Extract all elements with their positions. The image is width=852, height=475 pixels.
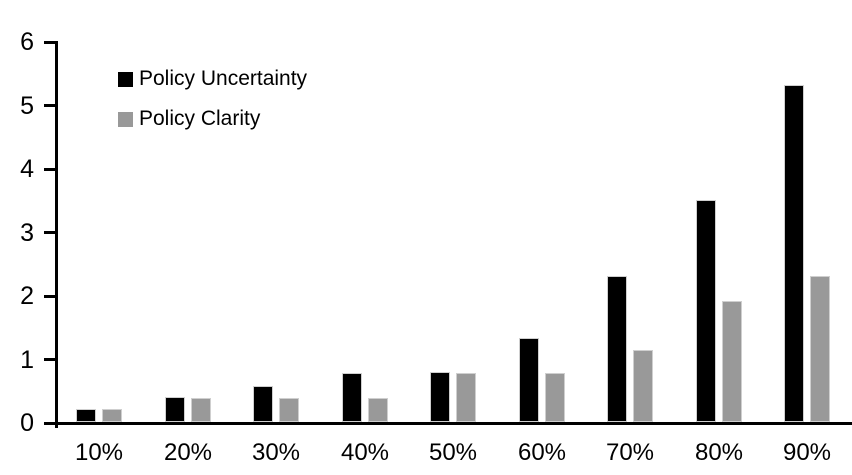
x-category-label: 50% [428,439,478,466]
y-axis-line [55,41,58,428]
bar-policy-clarity [633,350,653,422]
legend-swatch-policy-uncertainty-icon [118,71,133,87]
legend-label-policy-uncertainty: Policy Uncertainty [139,67,308,90]
legend-item-policy-clarity: Policy Clarity [118,99,307,139]
x-category-label: 20% [163,439,213,466]
bar-policy-uncertainty [430,372,450,422]
y-tick-mark [44,104,56,107]
x-category-label: 70% [605,439,655,466]
x-category-label: 40% [340,439,390,466]
bar-policy-uncertainty [76,409,96,422]
bar-policy-uncertainty [519,338,539,422]
bar-policy-uncertainty [342,373,362,422]
bar-policy-clarity [102,409,122,422]
bar-policy-uncertainty [784,85,804,422]
bar-policy-clarity [279,398,299,422]
y-tick-label: 4 [20,155,34,183]
bar-policy-clarity [810,276,830,422]
y-tick-mark [44,358,56,361]
bar-policy-clarity [368,398,388,422]
bar-policy-clarity [545,373,565,422]
bar-policy-clarity [722,301,742,422]
x-category-label: 90% [782,439,832,466]
legend: Policy Uncertainty Policy Clarity [118,59,307,139]
y-tick-mark [44,422,56,425]
x-category-label: 10% [74,439,124,466]
y-tick-label: 3 [20,219,34,247]
legend-label-policy-clarity: Policy Clarity [139,107,261,130]
x-category-label: 30% [251,439,301,466]
y-tick-label: 5 [20,92,34,120]
y-tick-label: 2 [20,282,34,310]
y-tick-mark [44,295,56,298]
x-axis-line [55,422,852,425]
x-category-label: 80% [694,439,744,466]
legend-swatch-policy-clarity-icon [118,111,133,127]
bar-policy-uncertainty [607,276,627,422]
bar-policy-uncertainty [165,397,185,422]
bar-policy-clarity [191,398,211,422]
legend-item-policy-uncertainty: Policy Uncertainty [118,59,307,99]
y-tick-label: 6 [20,28,34,56]
bar-policy-uncertainty [696,200,716,422]
bar-policy-uncertainty [253,386,273,422]
y-tick-mark [44,168,56,171]
y-tick-mark [44,231,56,234]
x-category-label: 60% [517,439,567,466]
y-tick-mark [44,41,56,44]
y-tick-label: 0 [20,409,34,437]
y-tick-label: 1 [20,346,34,374]
bar-policy-clarity [456,373,476,422]
